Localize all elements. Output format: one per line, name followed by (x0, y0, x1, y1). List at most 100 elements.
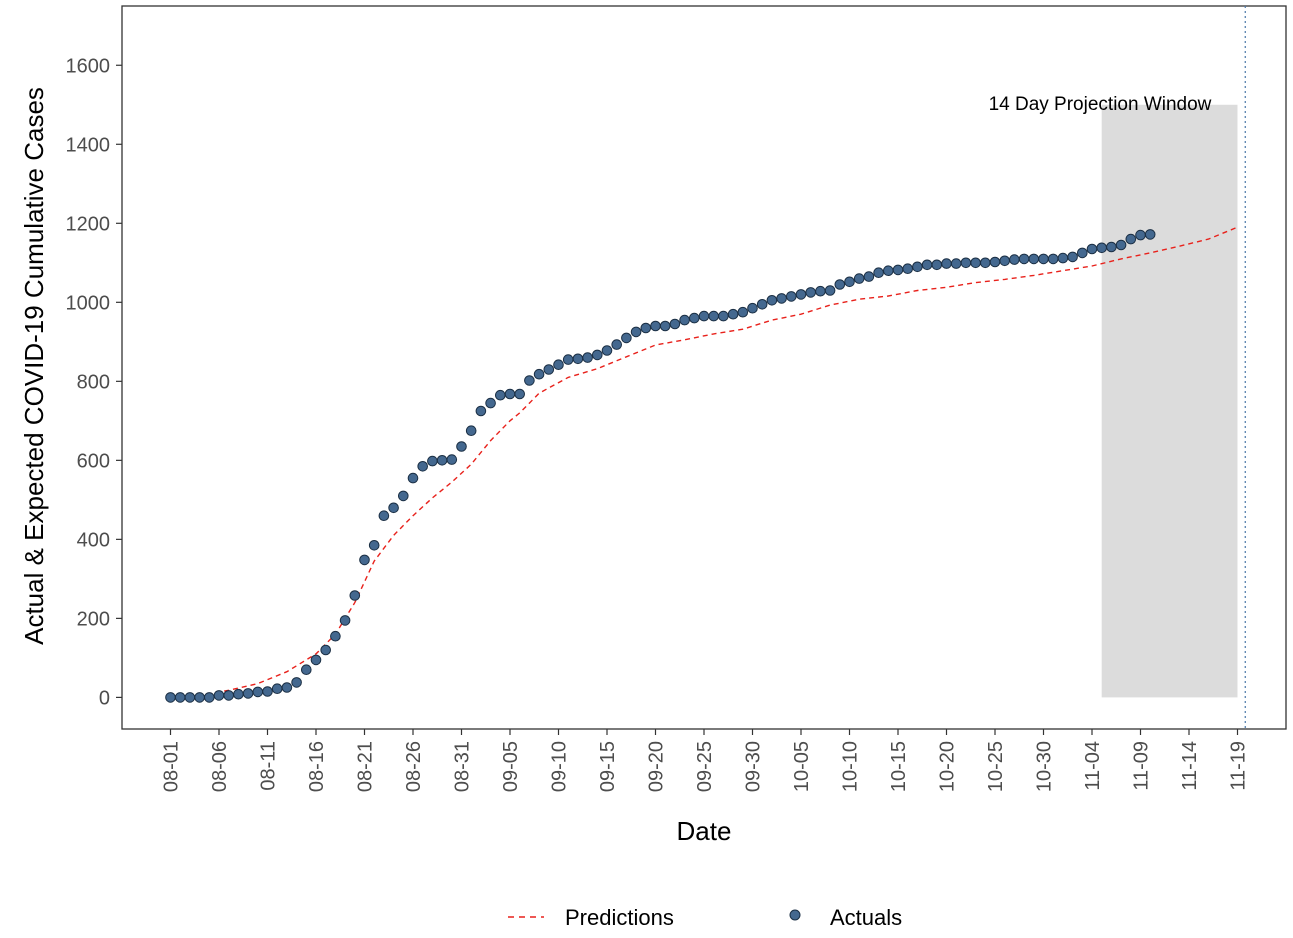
actual-point (883, 265, 894, 277)
predictions-series (170, 226, 1238, 698)
actual-point (873, 267, 884, 279)
actual-point (708, 310, 720, 322)
y-tick-label: 200 (77, 608, 110, 630)
legend-actuals-swatch (789, 909, 801, 921)
x-tick-label: 11-14 (1179, 741, 1201, 791)
legend-actuals-label: Actuals (830, 905, 902, 930)
actual-point (805, 287, 817, 298)
actual-point (1009, 254, 1020, 265)
actual-point (1135, 229, 1146, 241)
actual-point (378, 510, 390, 522)
actual-point (1018, 253, 1030, 265)
actual-point (475, 405, 487, 417)
actual-point (737, 306, 749, 318)
x-tick-label: 11-09 (1131, 741, 1153, 791)
actual-point (436, 455, 448, 466)
x-tick-label: 08-01 (161, 741, 183, 792)
actual-point (853, 273, 865, 284)
actual-point (679, 314, 690, 326)
actual-point (747, 302, 758, 314)
x-tick-label: 10-15 (888, 741, 910, 792)
actuals-series (165, 229, 1156, 703)
actual-point (1125, 233, 1137, 245)
x-tick-label: 09-25 (694, 741, 716, 792)
actual-point (756, 299, 768, 310)
actual-point (1077, 247, 1088, 259)
actual-point (504, 388, 516, 400)
actual-point (999, 255, 1011, 267)
x-tick-label: 08-21 (355, 741, 377, 792)
actual-point (601, 345, 613, 356)
actual-point (233, 688, 244, 700)
actual-point (271, 683, 283, 695)
actual-point (262, 686, 273, 697)
actual-point (407, 472, 419, 484)
actual-point (562, 354, 574, 365)
actual-point (388, 502, 399, 514)
actual-point (824, 285, 836, 296)
actual-point (553, 359, 564, 371)
actual-point (242, 688, 254, 699)
axes: 0 200 400 600 800 1000 1200 1400 1600 08-01 08-06 0… (66, 55, 1250, 792)
actual-point (194, 692, 205, 703)
actual-point (330, 630, 341, 642)
actual-point (349, 590, 361, 601)
actual-point (1106, 241, 1117, 253)
actual-point (184, 692, 196, 703)
actual-point (359, 554, 370, 566)
actual-point (572, 353, 584, 365)
actual-point (1057, 252, 1069, 264)
x-tick-label: 08-11 (258, 741, 280, 791)
actual-point (931, 259, 943, 271)
actual-point (912, 261, 923, 273)
x-tick-label: 11-04 (1082, 741, 1104, 791)
actual-point (621, 332, 632, 344)
y-tick-label: 600 (77, 450, 110, 472)
x-tick-label: 08-26 (403, 741, 425, 792)
actual-point (659, 320, 671, 332)
actual-point (291, 677, 302, 688)
actual-point (921, 259, 933, 271)
actual-point (1038, 253, 1049, 265)
legend: Predictions Actuals (508, 905, 902, 930)
x-tick-label: 10-25 (985, 741, 1007, 792)
actual-point (650, 320, 661, 332)
actual-point (281, 682, 293, 693)
y-tick-label: 1200 (66, 213, 111, 235)
actual-point (223, 690, 234, 701)
x-tick-label: 08-06 (209, 741, 231, 792)
legend-predictions-label: Predictions (565, 905, 674, 930)
actual-point (786, 291, 797, 302)
actual-point (213, 690, 225, 701)
actual-point (611, 339, 623, 350)
actual-point (592, 349, 603, 361)
x-axis-title: Date (677, 816, 732, 846)
x-tick-label: 10-10 (840, 741, 862, 792)
x-tick-label: 10-05 (791, 741, 813, 792)
x-tick-label: 09-10 (549, 741, 571, 792)
y-tick-label: 1400 (66, 134, 111, 156)
actual-point (689, 312, 700, 324)
x-tick-label: 09-15 (597, 741, 619, 792)
x-tick-label: 11-19 (1228, 741, 1250, 791)
actual-point (1086, 243, 1098, 255)
actual-point (320, 644, 332, 656)
actual-point (960, 257, 972, 269)
actual-point (417, 461, 429, 472)
actual-point (165, 692, 176, 703)
actual-point (727, 308, 739, 320)
projection-window-band (1101, 104, 1238, 698)
actual-point (902, 263, 914, 275)
predictions-line (170, 226, 1238, 698)
actual-point (718, 310, 729, 322)
actual-point (844, 276, 855, 288)
actual-point (950, 258, 962, 269)
actual-point (815, 285, 826, 297)
actual-point (446, 454, 458, 465)
actual-point (834, 279, 846, 290)
actual-point (766, 295, 778, 306)
actual-point (204, 692, 215, 703)
actual-point (1028, 253, 1040, 265)
actual-point (669, 318, 681, 330)
